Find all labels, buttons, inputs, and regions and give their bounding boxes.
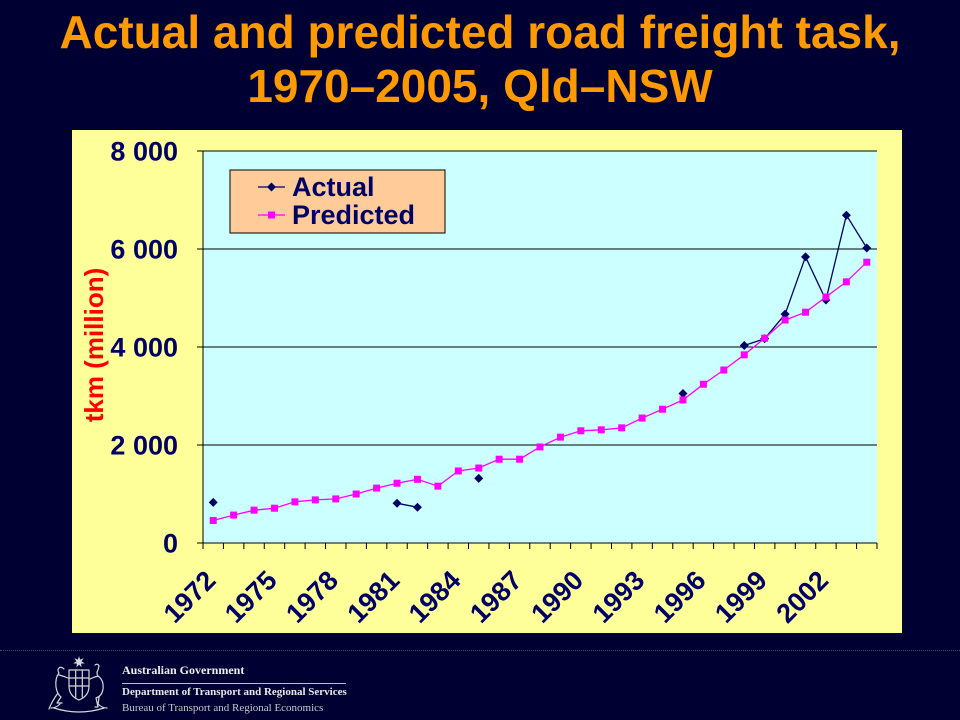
actual-point <box>474 473 484 483</box>
predicted-point <box>618 424 626 432</box>
y-tick-label: 4 000 <box>110 333 178 363</box>
predicted-point <box>270 504 278 512</box>
predicted-point <box>413 475 421 483</box>
slide-title: Actual and predicted road freight task, … <box>0 5 960 113</box>
actual-point <box>801 252 811 262</box>
predicted-point <box>536 443 544 451</box>
actual-point <box>780 309 790 319</box>
y-tick-label: 8 000 <box>110 137 178 167</box>
gridlines <box>203 150 877 446</box>
y-tick-label: 6 000 <box>110 235 178 265</box>
legend: Actual Predicted <box>229 169 446 234</box>
footer-divider <box>0 650 960 651</box>
predicted-point <box>761 334 769 342</box>
predicted-point <box>699 380 707 388</box>
predicted-point <box>720 366 728 374</box>
predicted-point <box>434 482 442 490</box>
predicted-point <box>863 258 871 266</box>
x-tick-label: 1987 <box>464 565 528 629</box>
actual-point <box>841 210 851 220</box>
x-tick-label: 1999 <box>709 565 773 629</box>
axes <box>197 150 878 549</box>
department-name: Department of Transport and Regional Ser… <box>122 686 347 698</box>
x-tick-label: 1972 <box>158 565 222 629</box>
government-rule <box>122 683 346 684</box>
legend-actual-label: Actual <box>292 172 375 202</box>
predicted-point <box>230 511 238 519</box>
predicted-point <box>781 316 789 324</box>
x-tick-label: 1981 <box>342 565 406 629</box>
title-line-2: 1970–2005, Qld–NSW <box>247 60 713 112</box>
predicted-series <box>209 258 871 524</box>
predicted-point <box>556 433 564 441</box>
predicted-point <box>659 405 667 413</box>
predicted-point <box>352 490 360 498</box>
legend-predicted-marker <box>268 211 275 219</box>
y-tick-label: 2 000 <box>110 431 178 461</box>
predicted-point <box>373 484 381 492</box>
predicted-point <box>842 278 850 286</box>
actual-point <box>208 497 218 507</box>
y-axis-title: tkm (million) <box>79 268 109 423</box>
predicted-point <box>250 506 258 514</box>
legend-box <box>229 169 446 234</box>
actual-point <box>412 502 422 512</box>
predicted-point <box>802 308 810 316</box>
predicted-point <box>209 516 217 524</box>
legend-predicted-label: Predicted <box>292 200 415 230</box>
series-group <box>208 210 872 524</box>
predicted-point <box>516 455 524 463</box>
y-tick-labels: 0 2 000 4 000 6 000 8 000 <box>110 137 178 559</box>
predicted-point <box>577 427 585 435</box>
y-tick-label: 0 <box>163 529 178 559</box>
predicted-point <box>740 351 748 359</box>
predicted-point <box>495 455 503 463</box>
actual-point <box>392 498 402 508</box>
predicted-point <box>638 414 646 422</box>
actual-point <box>739 341 749 351</box>
legend-actual-marker <box>267 182 276 192</box>
predicted-point <box>332 495 340 503</box>
bureau-name: Bureau of Transport and Regional Economi… <box>122 702 324 714</box>
predicted-point <box>291 498 299 506</box>
predicted-point <box>679 396 687 404</box>
predicted-point <box>393 479 401 487</box>
predicted-point <box>475 464 483 472</box>
x-tick-label: 1993 <box>587 565 651 629</box>
x-tick-label: 1990 <box>525 565 589 629</box>
predicted-point <box>311 496 319 504</box>
predicted-point <box>597 426 605 434</box>
x-tick-label: 1978 <box>280 565 344 629</box>
x-tick-label: 2002 <box>770 565 834 629</box>
coat-of-arms-icon <box>48 656 108 713</box>
actual-point <box>678 389 688 399</box>
predicted-point <box>822 293 830 301</box>
predicted-point <box>454 467 462 475</box>
actual-point <box>862 243 872 253</box>
government-name: Australian Government <box>122 663 245 677</box>
x-tick-label: 1975 <box>219 565 283 629</box>
x-tick-labels: 1972197519781981198419871990199319961999… <box>158 565 834 629</box>
x-tick-label: 1996 <box>648 565 712 629</box>
x-tick-label: 1984 <box>403 565 467 629</box>
title-line-1: Actual and predicted road freight task, <box>59 6 901 58</box>
